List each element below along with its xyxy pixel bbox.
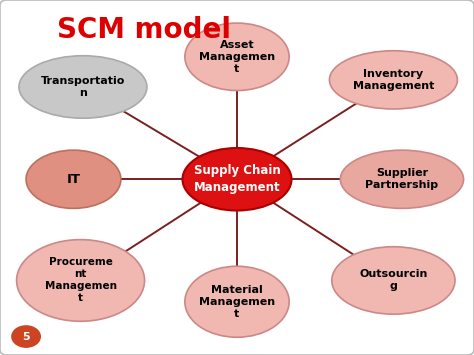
Text: Supply Chain
Management: Supply Chain Management [193,164,281,194]
Ellipse shape [185,266,289,337]
Ellipse shape [19,56,147,118]
Ellipse shape [26,150,121,208]
Text: IT: IT [66,173,81,186]
Ellipse shape [17,240,145,321]
Text: Supplier
Partnership: Supplier Partnership [365,168,438,190]
Ellipse shape [182,148,292,211]
Text: SCM model: SCM model [57,16,231,44]
Text: Outsourcin
g: Outsourcin g [359,269,428,291]
Text: Procureme
nt
Managemen
t: Procureme nt Managemen t [45,257,117,304]
Text: Inventory
Management: Inventory Management [353,69,434,91]
Text: Asset
Managemen
t: Asset Managemen t [199,40,275,74]
Circle shape [12,326,40,347]
Ellipse shape [332,247,455,314]
Ellipse shape [185,23,289,91]
Ellipse shape [340,150,464,208]
Text: 5: 5 [22,332,30,342]
Ellipse shape [329,51,457,109]
Text: Material
Managemen
t: Material Managemen t [199,285,275,319]
Text: Transportatio
n: Transportatio n [41,76,125,98]
